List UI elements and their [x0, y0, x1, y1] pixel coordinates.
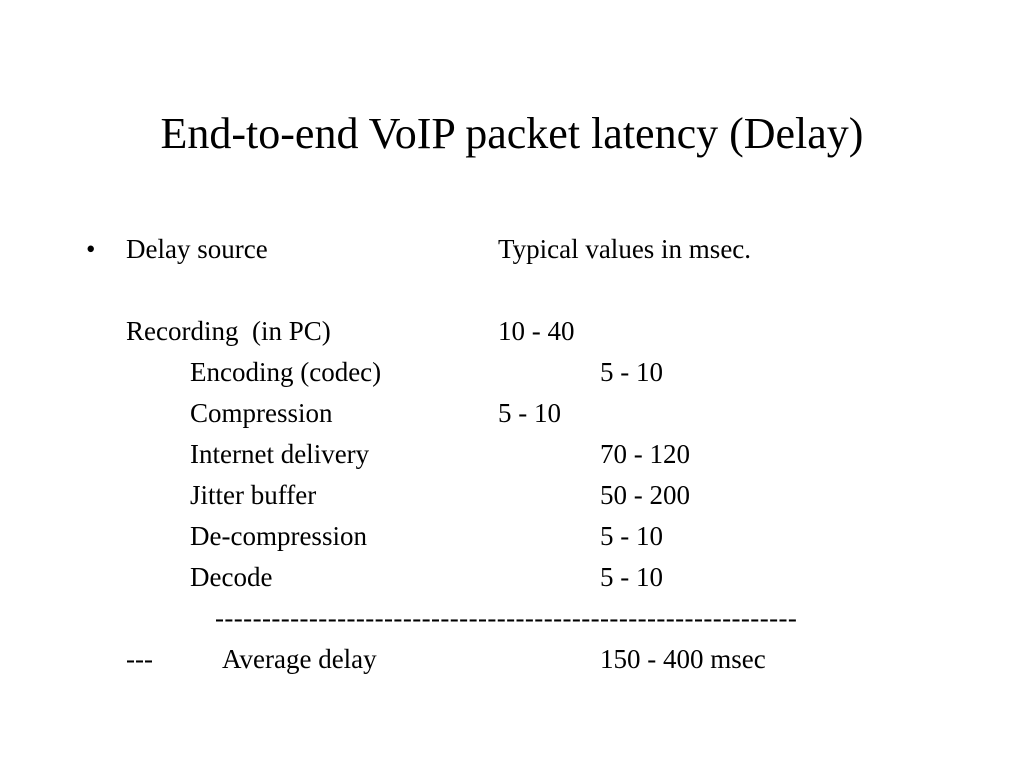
bullet-dot: • — [86, 234, 96, 264]
row-source: Compression — [190, 398, 333, 428]
column-header-values: Typical values in msec. — [498, 234, 752, 264]
total-prefix: --- — [126, 644, 153, 674]
row-source: Recording (in PC) — [126, 316, 331, 346]
row-value: 5 - 10 — [600, 521, 663, 551]
slide-title: End-to-end VoIP packet latency (Delay) — [160, 109, 864, 158]
row-source: De-compression — [190, 521, 367, 551]
column-header-source: Delay source — [126, 234, 268, 264]
row-value: 5 - 10 — [600, 562, 663, 592]
row-source: Decode — [190, 562, 273, 592]
row-value: 70 - 120 — [600, 439, 690, 469]
row-value: 50 - 200 — [600, 480, 690, 510]
total-label: Average delay — [222, 644, 377, 674]
row-source: Encoding (codec) — [190, 357, 382, 387]
total-value: 150 - 400 msec — [600, 644, 766, 674]
row-value: 10 - 40 — [498, 316, 575, 346]
separator-line: ----------------------------------------… — [215, 603, 798, 633]
row-source: Internet delivery — [190, 439, 370, 469]
row-value: 5 - 10 — [600, 357, 663, 387]
row-value: 5 - 10 — [498, 398, 561, 428]
row-source: Jitter buffer — [190, 480, 317, 510]
